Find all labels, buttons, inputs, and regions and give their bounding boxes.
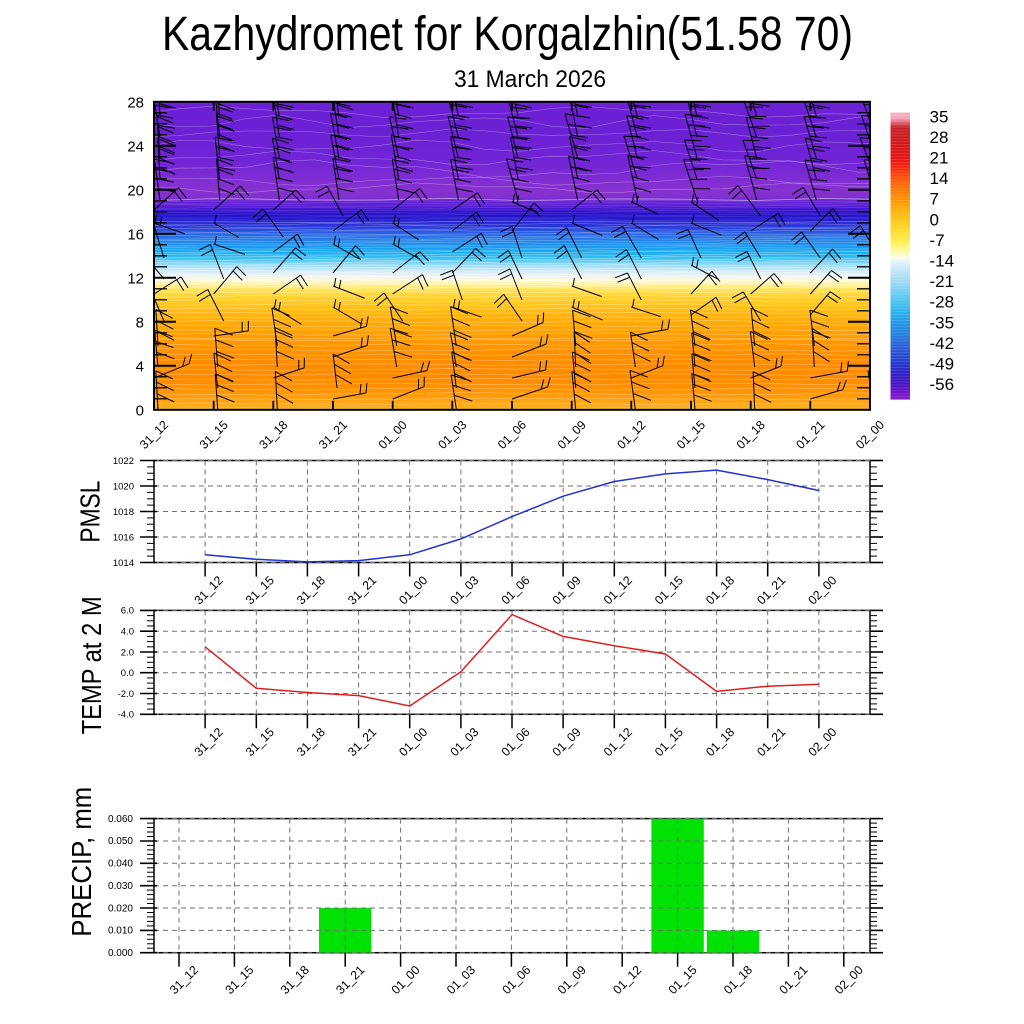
svg-text:20: 20 (127, 182, 144, 199)
svg-text:35: 35 (930, 107, 949, 126)
svg-text:4: 4 (136, 358, 144, 375)
svg-text:-14: -14 (930, 252, 955, 271)
svg-text:12: 12 (127, 270, 144, 287)
svg-text:0: 0 (930, 210, 939, 229)
svg-text:7: 7 (930, 190, 939, 209)
svg-text:TEMP at 2 M: TEMP at 2 M (76, 596, 107, 734)
svg-text:1018: 1018 (113, 507, 134, 518)
svg-text:28: 28 (930, 128, 949, 147)
svg-text:Kazhydromet for Korgalzhin(51.: Kazhydromet for Korgalzhin(51.58 70) (162, 8, 853, 61)
svg-text:0.060: 0.060 (108, 814, 133, 825)
svg-text:-49: -49 (930, 355, 955, 374)
svg-text:6.0: 6.0 (121, 606, 134, 617)
svg-text:0.010: 0.010 (108, 926, 133, 937)
svg-text:1014: 1014 (113, 558, 134, 569)
svg-text:-35: -35 (930, 313, 955, 332)
svg-text:1022: 1022 (113, 456, 134, 467)
svg-text:-21: -21 (930, 272, 955, 291)
svg-text:-42: -42 (930, 334, 955, 353)
svg-text:4.0: 4.0 (121, 627, 134, 638)
svg-text:28: 28 (127, 94, 144, 111)
svg-text:-4.0: -4.0 (118, 710, 134, 721)
svg-text:2.0: 2.0 (121, 647, 134, 658)
svg-text:31 March 2026: 31 March 2026 (454, 66, 606, 93)
svg-text:0.0: 0.0 (121, 668, 134, 679)
svg-text:14: 14 (930, 169, 949, 188)
svg-text:21: 21 (930, 149, 949, 168)
svg-text:0.030: 0.030 (108, 881, 133, 892)
svg-text:0.000: 0.000 (108, 948, 133, 959)
svg-text:1016: 1016 (113, 532, 134, 543)
svg-text:0.040: 0.040 (108, 859, 133, 870)
svg-text:-7: -7 (930, 231, 945, 250)
svg-text:-2.0: -2.0 (118, 689, 134, 700)
svg-text:0.050: 0.050 (108, 836, 133, 847)
svg-text:0.020: 0.020 (108, 903, 133, 914)
svg-text:24: 24 (127, 138, 144, 155)
svg-text:PMSL: PMSL (75, 481, 106, 543)
svg-text:8: 8 (136, 314, 144, 331)
svg-text:-28: -28 (930, 293, 955, 312)
svg-text:-56: -56 (930, 375, 955, 394)
svg-text:1020: 1020 (113, 481, 134, 492)
svg-text:0: 0 (136, 402, 144, 419)
svg-text:16: 16 (127, 226, 144, 243)
svg-text:PRECIP, mm: PRECIP, mm (66, 787, 97, 937)
